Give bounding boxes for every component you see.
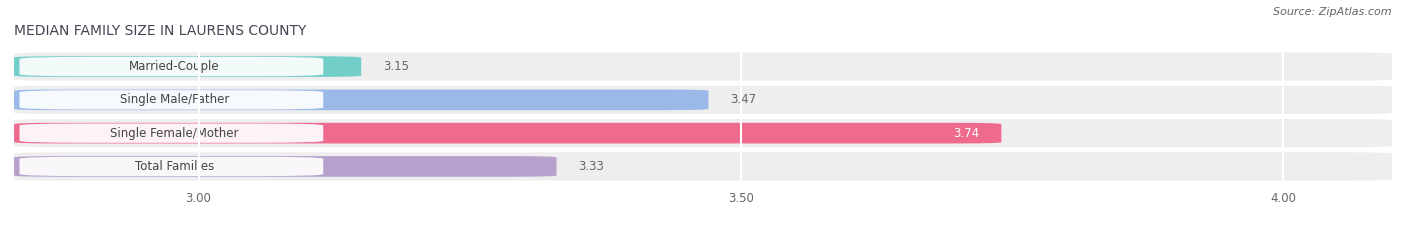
FancyBboxPatch shape	[20, 90, 323, 110]
FancyBboxPatch shape	[14, 123, 1001, 144]
Text: Total Families: Total Families	[135, 160, 214, 173]
Text: Single Male/Father: Single Male/Father	[120, 93, 229, 106]
FancyBboxPatch shape	[20, 157, 323, 176]
Text: MEDIAN FAMILY SIZE IN LAURENS COUNTY: MEDIAN FAMILY SIZE IN LAURENS COUNTY	[14, 24, 307, 38]
FancyBboxPatch shape	[14, 56, 361, 77]
FancyBboxPatch shape	[14, 86, 1392, 114]
Text: Married-Couple: Married-Couple	[129, 60, 219, 73]
FancyBboxPatch shape	[14, 89, 709, 110]
Text: 3.15: 3.15	[382, 60, 409, 73]
FancyBboxPatch shape	[14, 52, 1392, 81]
FancyBboxPatch shape	[14, 152, 1392, 181]
FancyBboxPatch shape	[14, 156, 557, 177]
Text: Source: ZipAtlas.com: Source: ZipAtlas.com	[1274, 7, 1392, 17]
Text: 3.33: 3.33	[578, 160, 605, 173]
FancyBboxPatch shape	[20, 123, 323, 143]
FancyBboxPatch shape	[20, 57, 323, 76]
Text: 3.47: 3.47	[730, 93, 756, 106]
Text: 3.74: 3.74	[953, 127, 980, 140]
Text: Single Female/Mother: Single Female/Mother	[111, 127, 239, 140]
FancyBboxPatch shape	[14, 119, 1392, 147]
